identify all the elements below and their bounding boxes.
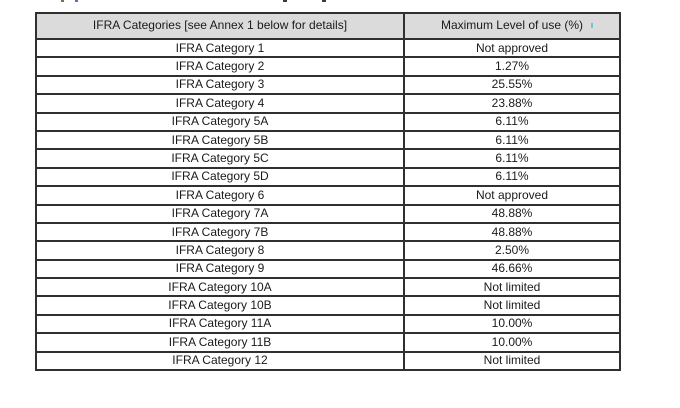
table-body: IFRA Category 1 Not approved IFRA Catego… [35, 37, 621, 372]
table-row: IFRA Category 5B 6.11% [35, 129, 621, 151]
table-row: IFRA Category 5D 6.11% [35, 166, 621, 188]
category-cell: IFRA Category 3 [35, 74, 405, 96]
table-row: IFRA Category 9 46.66% [35, 258, 621, 280]
max-level-cell: Not approved [403, 185, 621, 206]
category-cell: IFRA Category 11B [35, 332, 405, 353]
category-cell: IFRA Category 5A [35, 111, 405, 132]
category-cell: IFRA Category 9 [35, 258, 405, 280]
max-level-cell: 6.11% [403, 148, 621, 169]
table-row: IFRA Category 10B Not limited [35, 295, 621, 316]
table-row: IFRA Category 7B 48.88% [35, 221, 621, 243]
max-level-cell: 6.11% [403, 166, 621, 188]
ifra-limits-table-container: IFRA Categories [see Annex 1 below for d… [35, 12, 621, 372]
clipped-text-fragment [75, 0, 78, 2]
table-row: IFRA Category 10A Not limited [35, 277, 621, 298]
max-level-cell: 6.11% [403, 111, 621, 132]
table-row: IFRA Category 1 Not approved [35, 37, 621, 59]
max-level-cell: 25.55% [403, 74, 621, 96]
clipped-text-fragment [283, 0, 287, 2]
category-cell: IFRA Category 2 [35, 56, 405, 77]
max-level-cell: 48.88% [403, 221, 621, 243]
table-row: IFRA Category 7A 48.88% [35, 203, 621, 224]
max-level-cell: 48.88% [403, 203, 621, 224]
table-row: IFRA Category 5A 6.11% [35, 111, 621, 132]
category-cell: IFRA Category 10A [35, 277, 405, 298]
category-cell: IFRA Category 5B [35, 129, 405, 151]
clipped-text-fragment [61, 0, 64, 2]
category-cell: IFRA Category 7A [35, 203, 405, 224]
table-row: IFRA Category 4 23.88% [35, 93, 621, 114]
max-level-cell: Not approved [403, 37, 621, 59]
max-level-cell: Not limited [403, 350, 621, 372]
category-cell: IFRA Category 6 [35, 185, 405, 206]
max-level-cell: 23.88% [403, 93, 621, 114]
max-level-cell: 2.50% [403, 240, 621, 261]
table-header-row: IFRA Categories [see Annex 1 below for d… [35, 12, 621, 40]
category-cell: IFRA Category 12 [35, 350, 405, 372]
category-cell: IFRA Category 10B [35, 295, 405, 316]
table-row: IFRA Category 2 1.27% [35, 56, 621, 77]
max-level-cell: 46.66% [403, 258, 621, 280]
category-cell: IFRA Category 11A [35, 313, 405, 335]
table-row: IFRA Category 6 Not approved [35, 185, 621, 206]
max-level-cell: 6.11% [403, 129, 621, 151]
clipped-text-fragment [322, 0, 326, 2]
category-cell: IFRA Category 5D [35, 166, 405, 188]
category-cell: IFRA Category 1 [35, 37, 405, 59]
table-row: IFRA Category 3 25.55% [35, 74, 621, 96]
category-cell: IFRA Category 7B [35, 221, 405, 243]
table-row: IFRA Category 5C 6.11% [35, 148, 621, 169]
category-cell: IFRA Category 4 [35, 93, 405, 114]
max-level-cell: Not limited [403, 295, 621, 316]
max-level-cell: 10.00% [403, 332, 621, 353]
max-level-cell: 10.00% [403, 313, 621, 335]
max-level-cell: Not limited [403, 277, 621, 298]
table-row: IFRA Category 12 Not limited [35, 350, 621, 372]
column-header-maximum-level: Maximum Level of use (%) [403, 12, 621, 40]
ifra-limits-table: IFRA Categories [see Annex 1 below for d… [35, 12, 621, 372]
table-row: IFRA Category 11A 10.00% [35, 313, 621, 335]
category-cell: IFRA Category 5C [35, 148, 405, 169]
table-row: IFRA Category 8 2.50% [35, 240, 621, 261]
table-row: IFRA Category 11B 10.00% [35, 332, 621, 353]
column-header-ifra-categories: IFRA Categories [see Annex 1 below for d… [35, 12, 405, 40]
category-cell: IFRA Category 8 [35, 240, 405, 261]
max-level-cell: 1.27% [403, 56, 621, 77]
